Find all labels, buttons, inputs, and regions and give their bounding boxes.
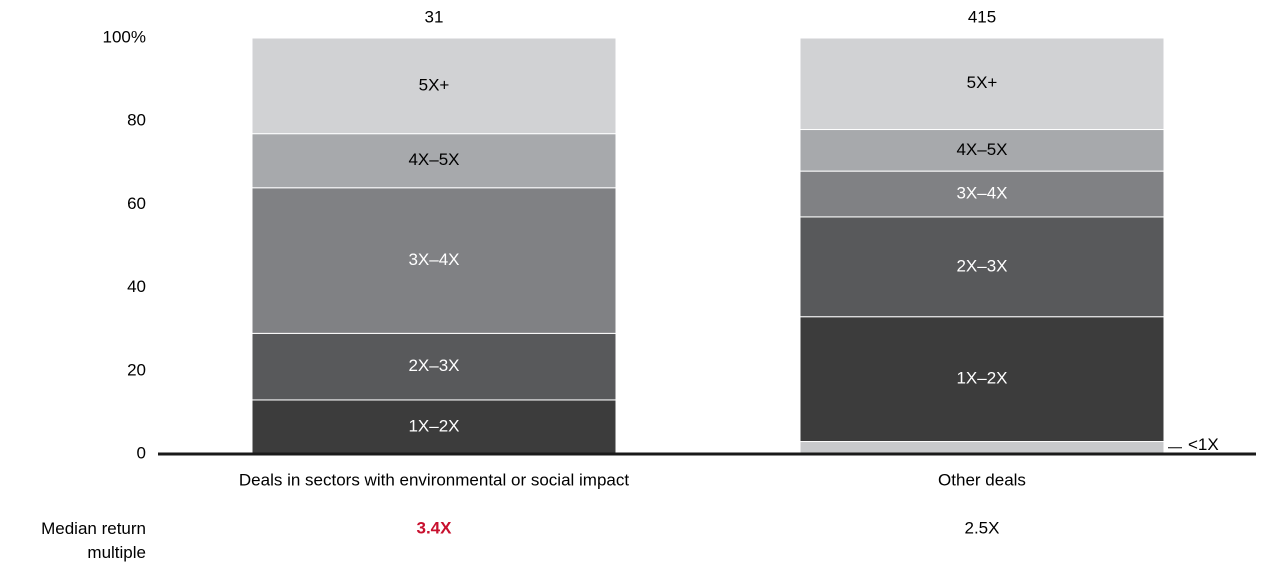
bar-segment xyxy=(799,441,1165,455)
median-value: 2.5X xyxy=(965,518,1000,537)
median-value: 3.4X xyxy=(417,518,453,537)
segment-label: 1X–2X xyxy=(956,369,1007,388)
bar-segment xyxy=(799,37,1165,131)
bar-segment xyxy=(799,170,1165,218)
segment-label: 5X+ xyxy=(419,75,450,94)
segment-label: 1X–2X xyxy=(408,416,459,435)
segment-label: 2X–3X xyxy=(956,256,1007,275)
bar-total: 31 xyxy=(425,7,444,26)
y-tick-label: 40 xyxy=(127,277,146,296)
segment-label: 2X–3X xyxy=(408,356,459,375)
bar-segment xyxy=(799,216,1165,318)
segment-label: 3X–4X xyxy=(956,183,1007,202)
segment-label: 5X+ xyxy=(967,73,998,92)
bar-segment xyxy=(251,332,617,401)
segment-label: 3X–4X xyxy=(408,250,459,269)
y-tick-label: 20 xyxy=(127,360,146,379)
y-tick-label: 60 xyxy=(127,194,146,213)
y-tick-label: 80 xyxy=(127,111,146,130)
bar-total: 415 xyxy=(968,7,996,26)
x-tick-label: Deals in sectors with environmental or s… xyxy=(239,470,629,489)
segment-label: <1X xyxy=(1188,435,1219,454)
segment-label: 4X–5X xyxy=(408,150,459,169)
bar-segment xyxy=(799,129,1165,172)
bar-segment xyxy=(251,37,617,135)
median-label: Median return multiple xyxy=(41,519,146,562)
bar-segment xyxy=(799,316,1165,443)
bar-segment xyxy=(251,399,617,455)
y-tick-label: 100% xyxy=(103,27,146,46)
bar-segment xyxy=(251,133,617,189)
x-tick-label: Other deals xyxy=(938,470,1026,489)
y-tick-label: 0 xyxy=(137,443,146,462)
segment-label: 4X–5X xyxy=(956,140,1007,159)
